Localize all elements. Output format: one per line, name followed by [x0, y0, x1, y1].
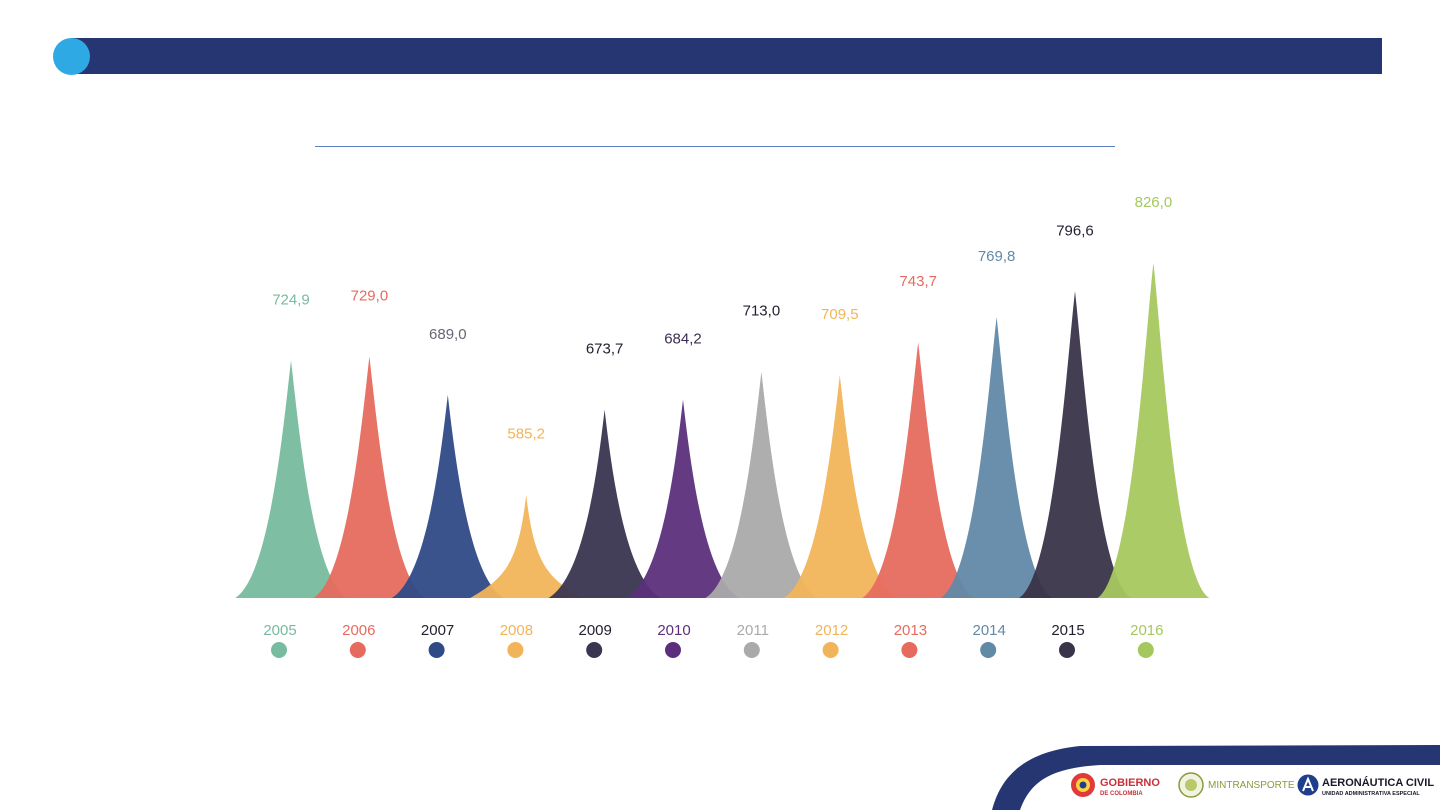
- year-label-2008: 2008: [500, 622, 533, 639]
- peak-2009: [548, 409, 661, 598]
- year-label-2015: 2015: [1051, 622, 1084, 639]
- year-label-2007: 2007: [421, 622, 454, 639]
- legend-dot-2009: [586, 642, 603, 658]
- mintransporte-logo: MINTRANSPORTE: [1178, 770, 1295, 800]
- aerocivil-line2: UNIDAD ADMINISTRATIVA ESPECIAL: [1322, 791, 1420, 797]
- value-label-2007: 689,0: [429, 326, 467, 343]
- value-label-2006: 729,0: [351, 287, 389, 304]
- year-label-2009: 2009: [579, 622, 612, 639]
- gobierno-line1: GOBIERNO: [1100, 777, 1160, 789]
- aerocivil-a-icon: [1297, 774, 1319, 796]
- value-label-2010: 684,2: [664, 330, 702, 347]
- value-label-2005: 724,9: [272, 291, 310, 308]
- year-label-2011: 2011: [737, 622, 769, 639]
- year-label-2005: 2005: [263, 622, 296, 639]
- peak-2012: [783, 375, 896, 598]
- value-label-2009: 673,7: [586, 341, 624, 358]
- aerocivil-line1: AERONÁUTICA CIVIL: [1322, 777, 1435, 789]
- legend-dot-2013: [901, 642, 918, 658]
- header-dot: [53, 38, 90, 75]
- legend-dot-2005: [271, 642, 287, 658]
- peak-2016: [1097, 262, 1210, 598]
- legend-dot-2015: [1059, 642, 1075, 658]
- year-label-2013: 2013: [894, 622, 927, 639]
- peak-2014: [940, 317, 1053, 598]
- legend-dot-2011: [743, 642, 760, 658]
- year-label-2012: 2012: [815, 622, 848, 639]
- peak-2011: [705, 371, 818, 598]
- title-rule: [315, 146, 1115, 147]
- value-label-2014: 769,8: [978, 248, 1016, 265]
- peak-2007: [391, 394, 504, 598]
- legend-dot-2012: [822, 642, 839, 658]
- peak-2010: [627, 399, 739, 598]
- value-label-2008: 585,2: [507, 426, 545, 443]
- legend-dot-2016: [1137, 642, 1154, 658]
- peak-2008: [470, 494, 583, 598]
- legend-dot-2006: [349, 642, 366, 658]
- peak-chart: 724,9 729,0 689,0 585,2 673,7 684,2 713,0 709,5…: [235, 194, 1210, 658]
- value-label-2013: 743,7: [899, 273, 937, 290]
- legend-dot-2007: [428, 642, 445, 658]
- mintransporte-label: MINTRANSPORTE: [1208, 779, 1295, 791]
- year-label-2006: 2006: [342, 622, 375, 639]
- gobierno-line2: DE COLOMBIA: [1100, 791, 1143, 797]
- value-label-2012: 709,5: [821, 306, 859, 323]
- peak-2006: [313, 356, 426, 598]
- year-label-2016: 2016: [1130, 622, 1163, 639]
- gobierno-logo: GOBIERNO DE COLOMBIA: [1070, 770, 1160, 800]
- aerocivil-logo: AERONÁUTICA CIVIL UNIDAD ADMINISTRATIVA …: [1297, 770, 1434, 800]
- peak-2015: [1019, 291, 1131, 598]
- legend-dot-2008: [507, 642, 524, 658]
- header-bar: [72, 38, 1382, 74]
- peak-2013: [862, 342, 975, 598]
- value-label-2016: 826,0: [1135, 194, 1173, 211]
- peak-2005: [235, 360, 347, 598]
- value-label-2015: 796,6: [1056, 222, 1094, 239]
- shield-seal-icon: [1178, 772, 1204, 798]
- value-label-2011: 713,0: [743, 303, 781, 320]
- colombia-seal-icon: [1071, 773, 1095, 797]
- legend-dot-2014: [980, 642, 997, 658]
- year-label-2014: 2014: [973, 622, 1006, 639]
- legend-dot-2010: [665, 642, 681, 658]
- year-label-2010: 2010: [657, 622, 690, 639]
